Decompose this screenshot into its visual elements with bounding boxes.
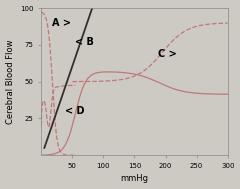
Text: A >: A > (52, 18, 72, 28)
Text: C >: C > (158, 49, 177, 59)
Y-axis label: Cerebral Blood Flow: Cerebral Blood Flow (6, 39, 15, 124)
Text: < D: < D (65, 106, 84, 116)
Text: < B: < B (75, 37, 94, 47)
X-axis label: mmHg: mmHg (120, 174, 149, 184)
